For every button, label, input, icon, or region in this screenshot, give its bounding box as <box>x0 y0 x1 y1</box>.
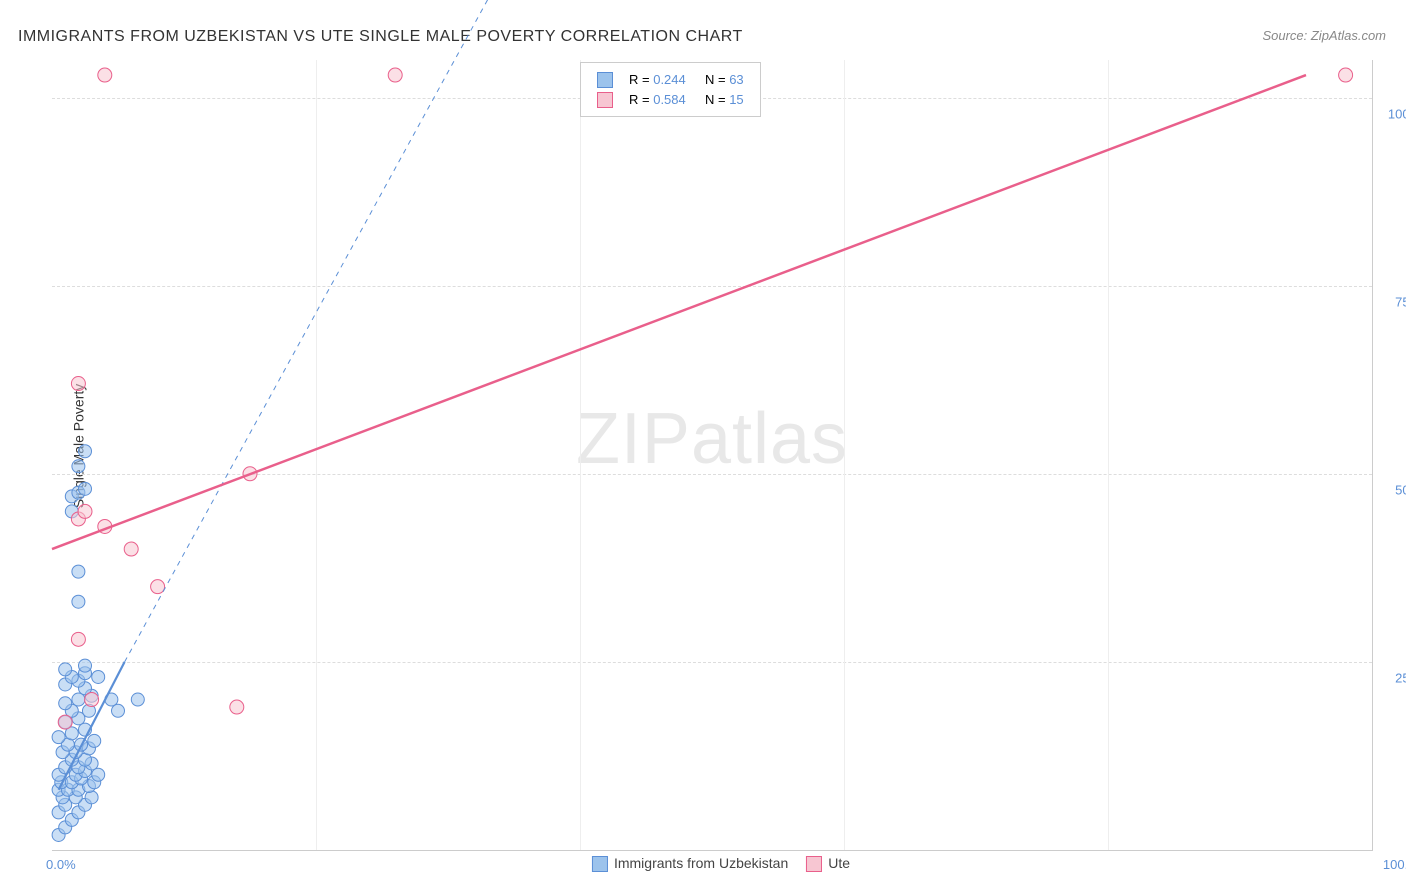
data-point <box>71 632 85 646</box>
chart-title: IMMIGRANTS FROM UZBEKISTAN VS UTE SINGLE… <box>18 28 743 46</box>
source-label: Source: ZipAtlas.com <box>1262 28 1386 43</box>
data-point <box>79 445 92 458</box>
data-point <box>52 731 65 744</box>
data-point <box>59 663 72 676</box>
legend-swatch <box>806 856 822 872</box>
data-point <box>59 697 72 710</box>
data-point <box>124 542 138 556</box>
correlation-legend: R = 0.244 N = 63 R = 0.584 N = 15 <box>580 62 761 117</box>
legend-swatch <box>597 72 613 88</box>
scatter-plot <box>52 60 1372 850</box>
y-tick-label: 75.0% <box>1377 294 1406 309</box>
data-point <box>79 482 92 495</box>
data-point <box>79 659 92 672</box>
data-point <box>230 700 244 714</box>
legend-swatch <box>597 92 613 108</box>
data-point <box>388 68 402 82</box>
data-point <box>92 768 105 781</box>
data-point <box>112 704 125 717</box>
legend-label: Immigrants from Uzbekistan <box>614 855 788 871</box>
r-label: R = 0.584 <box>623 90 692 111</box>
trend-line <box>52 75 1306 549</box>
y-tick-label: 100.0% <box>1377 106 1406 121</box>
plot-area: ZIPatlas 25.0%50.0%75.0%100.0%0.0%100.0%… <box>52 60 1373 851</box>
data-point <box>131 693 144 706</box>
n-label: N = 15 <box>692 90 750 111</box>
data-point <box>98 68 112 82</box>
series-legend: Immigrants from Uzbekistan Ute <box>574 855 850 872</box>
y-tick-label: 50.0% <box>1377 482 1406 497</box>
data-point <box>72 565 85 578</box>
data-point <box>58 715 72 729</box>
data-point <box>85 791 98 804</box>
data-point <box>85 693 99 707</box>
legend-swatch <box>592 856 608 872</box>
data-point <box>78 504 92 518</box>
r-label: R = 0.244 <box>623 69 692 90</box>
data-point <box>72 595 85 608</box>
y-tick-label: 25.0% <box>1377 670 1406 685</box>
data-point <box>1339 68 1353 82</box>
data-point <box>92 670 105 683</box>
x-tick-label: 0.0% <box>46 857 76 872</box>
trend-line <box>125 0 620 662</box>
legend-label: Ute <box>828 855 850 871</box>
data-point <box>88 734 101 747</box>
x-tick-label: 100.0% <box>1383 857 1406 872</box>
data-point <box>151 580 165 594</box>
n-label: N = 63 <box>692 69 750 90</box>
data-point <box>72 460 85 473</box>
data-point <box>71 377 85 391</box>
data-point <box>72 693 85 706</box>
chart-container: IMMIGRANTS FROM UZBEKISTAN VS UTE SINGLE… <box>0 0 1406 892</box>
